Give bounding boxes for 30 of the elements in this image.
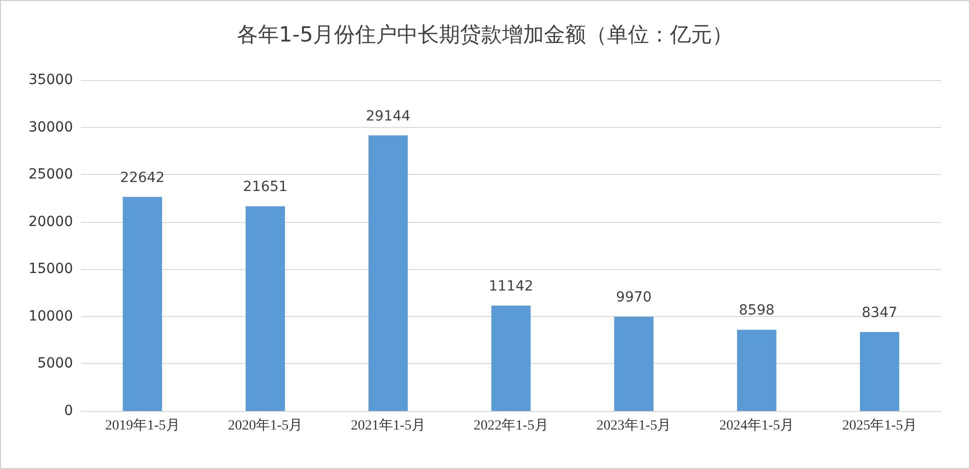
x-tick-label: 2021年1-5月: [350, 418, 426, 434]
bar: [860, 332, 900, 411]
data-label: 11142: [488, 278, 534, 295]
x-tick-label: 2025年1-5月: [842, 418, 917, 434]
y-tick-label: 20000: [28, 214, 73, 230]
data-label: 22642: [120, 170, 165, 186]
bar: [614, 316, 654, 411]
bar: [368, 135, 408, 411]
y-tick-label: 15000: [28, 261, 73, 278]
bar: [246, 206, 285, 411]
bar: [737, 330, 776, 411]
x-tick-label: 2022年1-5月: [474, 418, 548, 434]
data-label: 29144: [366, 108, 410, 124]
y-tick-label: 10000: [28, 308, 73, 324]
y-tick-label: 30000: [28, 119, 73, 136]
x-tick-label: 2024年1-5月: [719, 418, 794, 434]
y-tick-label: 5000: [37, 356, 73, 372]
y-tick-label: 0: [64, 403, 73, 419]
data-label: 21651: [243, 179, 288, 196]
y-tick-label: 25000: [28, 166, 73, 183]
bar: [122, 196, 162, 411]
bar: [491, 306, 531, 411]
data-label: 8598: [738, 302, 775, 319]
y-tick-label: 35000: [28, 72, 73, 88]
data-label: 9970: [616, 290, 652, 306]
x-tick-label: 2020年1-5月: [228, 418, 303, 434]
data-label: 8347: [862, 305, 898, 322]
x-tick-label: 2023年1-5月: [596, 418, 672, 434]
x-tick-label: 2019年1-5月: [105, 418, 180, 434]
chart-title: 各年1-5月份住户中长期贷款增加金额（单位：亿元）: [236, 22, 734, 46]
